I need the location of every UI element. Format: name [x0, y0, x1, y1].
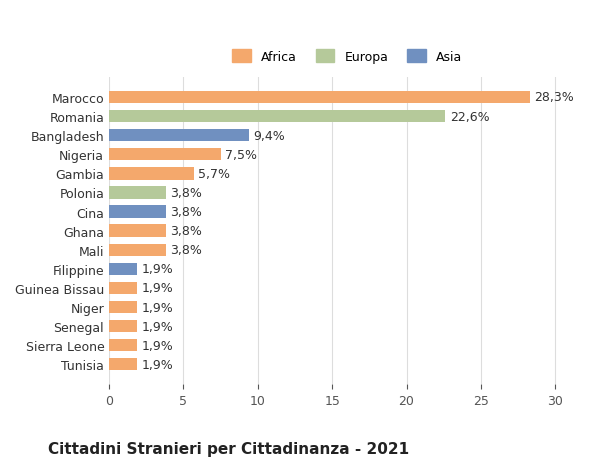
- Text: 3,8%: 3,8%: [170, 186, 202, 200]
- Bar: [109, 301, 137, 313]
- Text: Cittadini Stranieri per Cittadinanza - 2021: Cittadini Stranieri per Cittadinanza - 2…: [48, 441, 409, 456]
- Bar: [109, 320, 137, 333]
- Text: 3,8%: 3,8%: [170, 224, 202, 238]
- Text: 3,8%: 3,8%: [170, 244, 202, 257]
- Text: 9,4%: 9,4%: [253, 129, 285, 142]
- Bar: [109, 358, 137, 371]
- Text: 1,9%: 1,9%: [142, 320, 173, 333]
- Text: 28,3%: 28,3%: [535, 91, 574, 104]
- Text: 5,7%: 5,7%: [199, 168, 230, 180]
- Bar: [109, 263, 137, 275]
- Bar: [109, 282, 137, 295]
- Text: 22,6%: 22,6%: [449, 110, 489, 123]
- Text: 1,9%: 1,9%: [142, 301, 173, 314]
- Bar: [109, 92, 530, 104]
- Text: 1,9%: 1,9%: [142, 339, 173, 352]
- Bar: [109, 244, 166, 257]
- Text: 1,9%: 1,9%: [142, 358, 173, 371]
- Bar: [109, 225, 166, 237]
- Bar: [109, 168, 194, 180]
- Legend: Africa, Europa, Asia: Africa, Europa, Asia: [226, 44, 468, 70]
- Text: 3,8%: 3,8%: [170, 206, 202, 218]
- Bar: [109, 339, 137, 352]
- Bar: [109, 111, 445, 123]
- Bar: [109, 187, 166, 199]
- Text: 7,5%: 7,5%: [225, 148, 257, 162]
- Text: 1,9%: 1,9%: [142, 263, 173, 276]
- Bar: [109, 149, 221, 161]
- Bar: [109, 206, 166, 218]
- Text: 1,9%: 1,9%: [142, 282, 173, 295]
- Bar: [109, 130, 249, 142]
